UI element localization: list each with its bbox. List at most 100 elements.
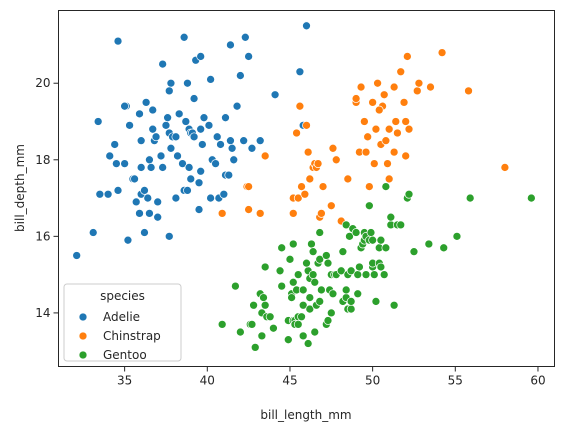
point-chinstrap [401, 117, 411, 126]
point-chinstrap [255, 209, 265, 218]
point-chinstrap [328, 143, 338, 153]
point-adelie [173, 151, 182, 161]
point-chinstrap [464, 86, 473, 96]
point-chinstrap [326, 201, 336, 211]
x-axis-label: bill_length_mm [260, 408, 351, 422]
point-gentoo [315, 228, 325, 237]
point-adelie [186, 174, 196, 184]
point-adelie [135, 109, 144, 119]
point-gentoo [361, 270, 371, 279]
point-adelie [151, 132, 161, 142]
point-adelie [194, 205, 204, 214]
point-adelie [184, 163, 194, 172]
point-chinstrap [293, 193, 303, 203]
legend: species Adelie Chinstrap Gentoo [63, 283, 182, 362]
x-tick-label: 35 [117, 374, 132, 388]
point-adelie [216, 140, 225, 149]
point-adelie [189, 132, 199, 142]
point-adelie [72, 251, 82, 260]
point-chinstrap [404, 124, 414, 134]
legend-label-gentoo: Gentoo [103, 348, 147, 362]
point-chinstrap [260, 151, 270, 161]
x-tick-label: 55 [448, 374, 463, 388]
point-gentoo [293, 320, 303, 329]
point-gentoo [231, 281, 240, 291]
point-gentoo [371, 297, 381, 306]
point-chinstrap [363, 132, 373, 142]
point-gentoo [298, 285, 308, 295]
point-gentoo [346, 297, 356, 306]
point-adelie [163, 113, 172, 123]
point-adelie [174, 109, 184, 119]
point-gentoo [303, 339, 313, 348]
point-gentoo [355, 262, 364, 272]
point-gentoo [305, 304, 315, 314]
point-adelie [239, 136, 249, 145]
point-chinstrap [317, 209, 326, 218]
point-gentoo [277, 243, 287, 253]
point-adelie [224, 170, 234, 180]
point-chinstrap [500, 163, 510, 172]
point-chinstrap [371, 124, 381, 134]
point-chinstrap [318, 182, 328, 191]
point-adelie [123, 235, 133, 245]
point-adelie [270, 90, 280, 100]
point-adelie [146, 163, 156, 172]
point-chinstrap [217, 209, 227, 218]
point-adelie [166, 143, 176, 153]
point-adelie [120, 159, 129, 168]
point-gentoo [351, 228, 361, 237]
point-gentoo [379, 270, 389, 279]
point-gentoo [526, 193, 536, 203]
point-gentoo [346, 266, 356, 276]
point-adelie [302, 21, 311, 31]
point-adelie [199, 113, 209, 123]
point-gentoo [236, 327, 245, 337]
point-gentoo [308, 270, 318, 279]
point-gentoo [364, 201, 374, 211]
point-gentoo [298, 300, 308, 310]
point-chinstrap [292, 128, 301, 138]
point-chinstrap [412, 86, 422, 96]
point-gentoo [353, 289, 363, 299]
point-adelie [206, 75, 215, 84]
point-adelie [158, 163, 168, 172]
point-gentoo [389, 300, 399, 310]
point-chinstrap [401, 151, 411, 161]
point-chinstrap [331, 155, 341, 165]
point-gentoo [345, 232, 354, 241]
point-chinstrap [389, 82, 399, 92]
point-gentoo [247, 320, 257, 329]
x-tick-label: 60 [530, 374, 545, 388]
point-adelie [232, 101, 242, 111]
point-adelie [236, 71, 245, 80]
point-gentoo [305, 293, 315, 302]
x-tick-label: 40 [200, 374, 215, 388]
point-adelie [189, 94, 199, 103]
point-adelie [161, 120, 171, 130]
point-chinstrap [384, 174, 394, 184]
point-gentoo [288, 239, 298, 249]
point-adelie [140, 228, 149, 237]
point-gentoo [323, 316, 333, 325]
point-gentoo [369, 270, 379, 279]
point-chinstrap [374, 105, 384, 115]
point-gentoo [404, 189, 414, 199]
point-chinstrap [297, 182, 306, 191]
point-gentoo [439, 243, 449, 253]
point-chinstrap [369, 159, 379, 168]
point-gentoo [260, 262, 270, 272]
point-adelie [181, 117, 191, 126]
point-gentoo [259, 293, 268, 302]
point-adelie [103, 189, 113, 199]
y-tick-label: 16 [35, 229, 50, 243]
point-adelie [164, 232, 174, 241]
point-adelie [196, 52, 206, 61]
point-adelie [212, 132, 222, 142]
point-adelie [221, 113, 230, 123]
point-adelie [226, 136, 235, 145]
legend-label-adelie: Adelie [103, 310, 140, 324]
point-chinstrap [356, 82, 366, 92]
point-adelie [110, 140, 120, 149]
point-chinstrap [384, 124, 394, 134]
